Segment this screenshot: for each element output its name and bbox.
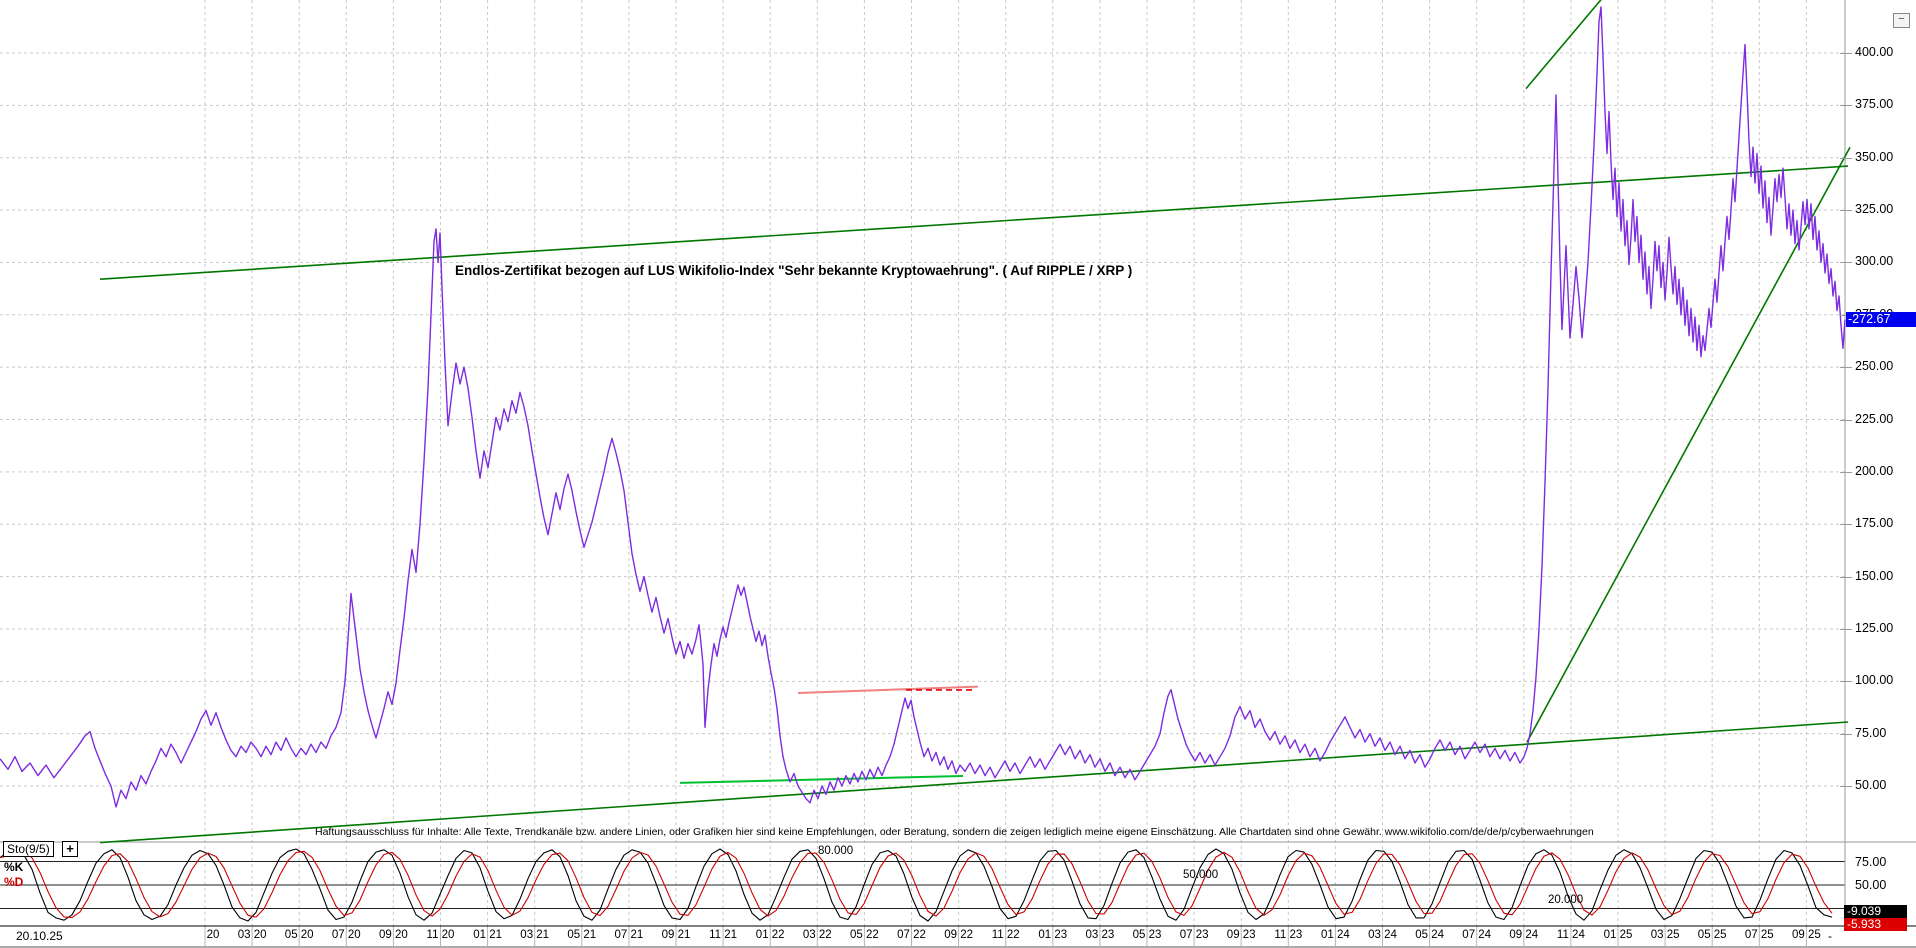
- date-axis-label: 01 22: [755, 929, 785, 941]
- trendline-steep-support: [1526, 146, 1851, 743]
- last-price-tag: -272.67: [1846, 312, 1916, 327]
- price-axis-tick: [1840, 576, 1852, 578]
- price-axis-label: 200.00: [1855, 463, 1894, 478]
- date-axis-label: 11 21: [709, 929, 738, 941]
- date-axis-label: 11 22: [991, 929, 1020, 941]
- stoch-level-20-label: 20.000: [1548, 894, 1584, 906]
- date-axis-label: 05 20: [284, 929, 314, 941]
- stoch-level-50-label: 50.000: [1183, 869, 1219, 881]
- price-axis-label: 50.00: [1855, 778, 1887, 793]
- date-axis-label: 07 21: [614, 929, 644, 941]
- date-axis-label: 07 20: [331, 929, 361, 941]
- stoch-k-line: [0, 848, 1833, 922]
- stoch-level-80-label: 80.000: [818, 845, 854, 857]
- date-axis-label: 01 24: [1321, 929, 1350, 941]
- axis-end-dash: -: [1828, 929, 1832, 943]
- date-axis-label: 09 20: [379, 929, 408, 941]
- k-value-badge: -9.039: [1844, 905, 1907, 918]
- price-axis-tick: [1840, 471, 1852, 473]
- trendline-lower-channel: [99, 721, 1849, 844]
- date-axis-label: 05 25: [1697, 929, 1727, 941]
- price-axis-tick: [1840, 210, 1852, 212]
- indicator-add-button[interactable]: +: [62, 841, 78, 857]
- date-axis-label: 03 20: [237, 929, 267, 941]
- disclaimer-text: Haftungsausschluss für Inhalte: Alle Tex…: [315, 826, 1594, 838]
- price-axis-label: 300.00: [1855, 254, 1894, 269]
- price-axis-tick: [1840, 262, 1852, 264]
- chart-title: Endlos-Zertifikat bezogen auf LUS Wikifo…: [455, 263, 1133, 278]
- price-axis-label: 75.00: [1855, 725, 1887, 740]
- price-axis-label: 250.00: [1855, 359, 1894, 374]
- price-axis-label: 350.00: [1855, 149, 1894, 164]
- price-axis-tick: [1840, 105, 1852, 107]
- price-axis-tick: [1840, 628, 1852, 630]
- price-axis-label: 100.00: [1855, 673, 1894, 688]
- date-axis-label: 03 25: [1650, 929, 1680, 941]
- price-axis-tick: [1840, 157, 1852, 159]
- price-axis-label: 375.00: [1855, 97, 1894, 112]
- price-axis-tick: [1840, 786, 1852, 788]
- date-axis-label: 03 22: [802, 929, 832, 941]
- collapse-button[interactable]: −: [1893, 13, 1910, 28]
- last-date-label: 20.10.25: [16, 929, 63, 943]
- date-axis-label: 03 21: [520, 929, 550, 941]
- date-axis-label: 07 22: [897, 929, 926, 941]
- date-axis-label: 03 24: [1368, 929, 1397, 941]
- trendline-upper-channel: [99, 165, 1849, 280]
- date-axis-label: 05 21: [567, 929, 597, 941]
- price-axis-tick: [1840, 367, 1852, 369]
- date-axis-label: 09 24: [1509, 929, 1539, 941]
- price-axis-tick: [1840, 733, 1852, 735]
- d-line-label: %D: [4, 875, 24, 889]
- date-axis-label: 03 23: [1085, 929, 1115, 941]
- date-axis-label: 11 20: [426, 929, 455, 941]
- stoch-axis-label-50: 50.00: [1855, 878, 1887, 892]
- date-axis-label: 09 25: [1792, 929, 1821, 941]
- date-axis-label: 09 21: [661, 929, 691, 941]
- date-axis-label: 05 24: [1415, 929, 1444, 941]
- date-axis-label: 09 23: [1226, 929, 1256, 941]
- date-axis-label: 05 22: [850, 929, 879, 941]
- date-axis-label: 07 23: [1179, 929, 1209, 941]
- stoch-d-line: [0, 850, 1833, 919]
- price-axis-tick: [1840, 681, 1852, 683]
- price-axis-label: 150.00: [1855, 568, 1894, 583]
- date-axis-label: 11 24: [1556, 929, 1585, 941]
- stoch-axis-label-75: 75.00: [1855, 855, 1887, 869]
- date-axis-label: 20: [206, 929, 220, 941]
- indicator-name-box[interactable]: Sto(9/5): [3, 841, 54, 857]
- price-axis-label: 175.00: [1855, 516, 1894, 531]
- price-axis-tick: [1840, 419, 1852, 421]
- date-axis-label: 11 23: [1274, 929, 1303, 941]
- trendline-salmon-resistance: [797, 685, 979, 694]
- date-axis-label: 01 21: [473, 929, 502, 941]
- price-axis-label: 125.00: [1855, 620, 1894, 635]
- date-axis-label: 01 25: [1603, 929, 1633, 941]
- trendline-top-steep: [1525, 0, 1602, 90]
- k-line-label: %K: [4, 860, 24, 874]
- trendline-bright-green-support: [679, 775, 964, 784]
- price-axis-tick: [1840, 524, 1852, 526]
- date-axis-label: 05 23: [1132, 929, 1162, 941]
- d-value-badge: -5.933: [1844, 918, 1907, 931]
- date-axis-label: 07 25: [1744, 929, 1774, 941]
- price-axis-tick: [1840, 53, 1852, 54]
- price-axis-label: 325.00: [1855, 202, 1894, 217]
- price-axis-label: 225.00: [1855, 411, 1894, 426]
- date-axis-label: 01 23: [1038, 929, 1068, 941]
- date-axis-label: 09 22: [944, 929, 973, 941]
- price-line: [0, 6, 1846, 808]
- price-axis-label: 400.00: [1855, 45, 1894, 59]
- date-axis-label: 07 24: [1462, 929, 1492, 941]
